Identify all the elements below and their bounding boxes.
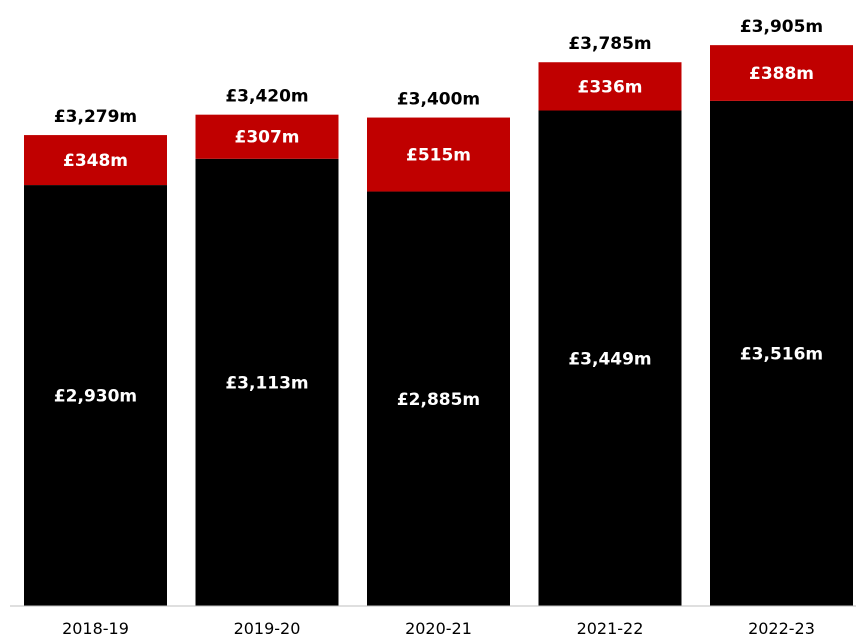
- total-label-2021-22: £3,785m: [568, 34, 651, 54]
- total-label-2019-20: £3,420m: [225, 87, 308, 107]
- bar-segment-2022-23-1: [710, 45, 853, 101]
- bar-segment-2020-21-0: [367, 191, 510, 606]
- segment-label-2019-20-1: £307m: [234, 128, 299, 148]
- total-label-2020-21: £3,400m: [397, 90, 480, 110]
- x-tick-label-2022-23: 2022-23: [748, 619, 815, 638]
- total-label-2018-19: £3,279m: [54, 107, 137, 127]
- bar-segment-2021-22-0: [538, 110, 682, 606]
- bar-segment-2020-21-1: [367, 117, 510, 192]
- bar-segment-2018-19-1: [24, 135, 167, 186]
- segment-label-2020-21-1: £515m: [406, 146, 471, 166]
- x-tick-label-2019-20: 2019-20: [234, 619, 301, 638]
- segment-label-2021-22-0: £3,449m: [568, 349, 651, 369]
- segment-label-2018-19-0: £2,930m: [54, 387, 137, 407]
- bar-segment-2021-22-1: [538, 62, 682, 111]
- x-tick-label-2020-21: 2020-21: [405, 619, 472, 638]
- segment-label-2018-19-1: £348m: [63, 151, 128, 171]
- total-label-2022-23: £3,905m: [740, 17, 823, 37]
- x-axis-ticks: 2018-19 2019-20 2020-21 2021-22 2022-23: [62, 619, 815, 638]
- segment-label-2020-21-0: £2,885m: [397, 390, 480, 410]
- bar-segment-2018-19-0: [24, 185, 167, 606]
- bar-segment-2019-20-0: [195, 158, 339, 607]
- labels-group: £2,930m £348m £3,279m £3,113m £307m £3,420m £2…: [54, 17, 823, 410]
- segment-label-2021-22-1: £336m: [577, 77, 642, 97]
- bar-segment-2022-23-0: [710, 100, 853, 606]
- x-tick-label-2021-22: 2021-22: [577, 619, 644, 638]
- segment-label-2019-20-0: £3,113m: [225, 373, 308, 393]
- bar-segment-2019-20-1: [195, 114, 339, 159]
- segment-label-2022-23-1: £388m: [749, 64, 814, 84]
- segment-label-2022-23-0: £3,516m: [740, 344, 823, 364]
- x-tick-label-2018-19: 2018-19: [62, 619, 129, 638]
- bars-group: [24, 45, 853, 607]
